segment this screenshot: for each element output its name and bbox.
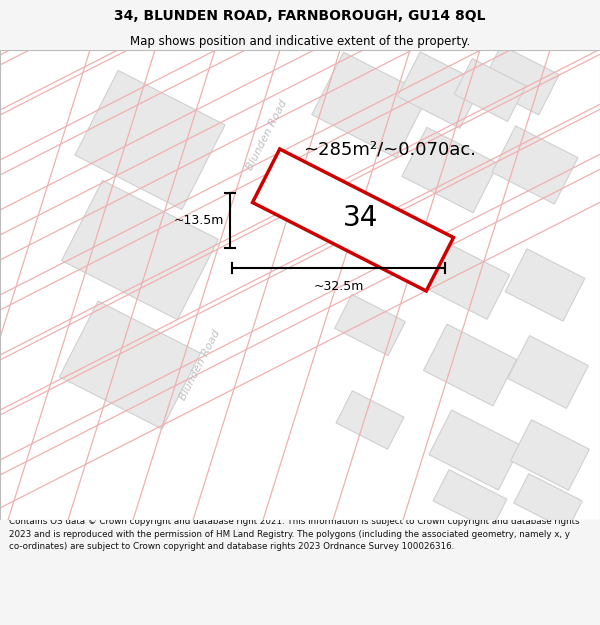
Text: Blunden Road: Blunden Road <box>178 328 222 402</box>
Polygon shape <box>253 149 454 291</box>
Polygon shape <box>336 391 404 449</box>
Polygon shape <box>492 126 578 204</box>
Polygon shape <box>402 127 498 212</box>
Polygon shape <box>335 294 406 356</box>
Polygon shape <box>420 241 510 319</box>
Polygon shape <box>397 52 482 128</box>
Text: Contains OS data © Crown copyright and database right 2021. This information is : Contains OS data © Crown copyright and d… <box>9 518 580 551</box>
Polygon shape <box>75 71 225 209</box>
Polygon shape <box>424 324 517 406</box>
Polygon shape <box>312 52 428 158</box>
Text: Blunden Road: Blunden Road <box>245 98 289 172</box>
Polygon shape <box>511 420 589 490</box>
Text: 34: 34 <box>343 204 379 232</box>
Text: ~32.5m: ~32.5m <box>313 280 364 293</box>
Polygon shape <box>62 181 218 319</box>
Polygon shape <box>454 59 526 121</box>
Polygon shape <box>505 249 585 321</box>
Polygon shape <box>481 45 559 115</box>
Polygon shape <box>59 301 200 429</box>
Polygon shape <box>429 410 521 490</box>
Text: ~285m²/~0.070ac.: ~285m²/~0.070ac. <box>304 141 476 159</box>
Polygon shape <box>508 336 588 408</box>
Polygon shape <box>433 469 507 531</box>
Text: 34, BLUNDEN ROAD, FARNBOROUGH, GU14 8QL: 34, BLUNDEN ROAD, FARNBOROUGH, GU14 8QL <box>114 9 486 23</box>
Text: ~13.5m: ~13.5m <box>173 214 224 227</box>
Polygon shape <box>514 474 582 531</box>
Text: Map shows position and indicative extent of the property.: Map shows position and indicative extent… <box>130 35 470 48</box>
